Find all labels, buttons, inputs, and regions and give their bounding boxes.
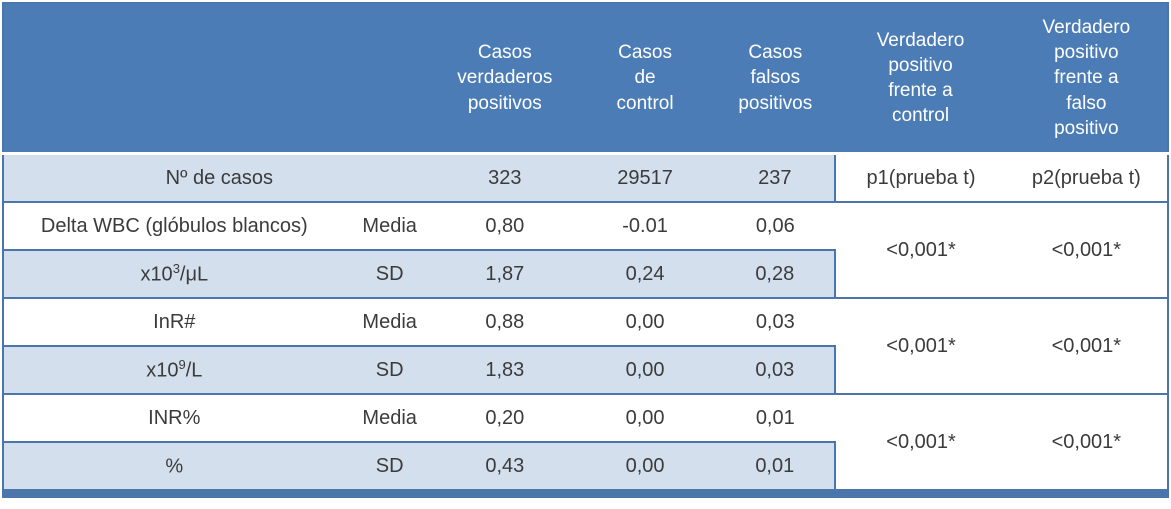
results-table: Casos verdaderos positivos Casos de cont… xyxy=(2,2,1169,498)
table-row-wbc-mean: Delta WBC (glóbulos blancos) Media 0,80 … xyxy=(3,202,1168,299)
inr-pct-mean-false-positives: 0,01 xyxy=(715,394,836,443)
n-cases-p2-label: p2(prueba t) xyxy=(1005,153,1168,203)
inr-num-sd-false-positives: 0,03 xyxy=(715,346,837,395)
inr-pct-sd-true-positives: 0,43 xyxy=(434,442,575,491)
wbc-p2-value: <0,001* xyxy=(1005,202,1168,299)
table-row-n-cases: Nº de casos 323 29517 237 p1(prueba t) p… xyxy=(3,153,1168,203)
inr-num-mean-true-positives: 0,88 xyxy=(434,298,575,347)
unit-suffix: /μL xyxy=(179,263,209,286)
header-cell-p2: Verdadero positivo frente a falso positi… xyxy=(1005,3,1168,155)
inr-num-p2-value: <0,001* xyxy=(1005,298,1168,395)
header-true-positives-label: Casos verdaderos positivos xyxy=(457,42,553,114)
wbc-mean-true-positives: 0,80 xyxy=(434,202,575,251)
header-p1-label: Verdadero positivo frente a control xyxy=(876,29,965,127)
header-cell-controls: Casos de control xyxy=(574,3,716,155)
wbc-mean-stat: Media xyxy=(344,202,435,251)
header-row: Casos verdaderos positivos Casos de cont… xyxy=(3,3,1168,155)
inr-pct-mean-true-positives: 0,20 xyxy=(434,394,575,443)
n-cases-label: Nº de casos xyxy=(3,153,435,203)
inr-pct-label: INR% xyxy=(3,394,345,443)
n-cases-controls: 29517 xyxy=(574,153,716,203)
table-row-inr-num-sd: x109/L SD 1,83 0,00 0,03 xyxy=(3,346,1168,395)
wbc-p1-value: <0,001* xyxy=(835,202,1006,299)
header-p2-label: Verdadero positivo frente a falso positi… xyxy=(1042,17,1131,139)
inr-num-mean-stat: Media xyxy=(344,298,435,347)
wbc-sd-false-positives: 0,28 xyxy=(715,250,837,299)
table-row-inr-pct-mean: INR% Media 0,20 0,00 0,01 <0,001* <0,001… xyxy=(3,394,1168,491)
wbc-mean-controls: -0.01 xyxy=(574,202,716,251)
header-cell-true-positives: Casos verdaderos positivos xyxy=(434,3,575,155)
table-row-inr-num-mean: InR# Media 0,88 0,00 0,03 <0,001* <0,001… xyxy=(3,298,1168,395)
unit-prefix: % xyxy=(165,455,184,478)
wbc-unit-label: x103/μL xyxy=(3,250,345,299)
header-false-positives-label: Casos falsos positivos xyxy=(738,42,813,114)
bottom-accent-bar xyxy=(3,490,1168,497)
bottom-bar-fill xyxy=(3,490,1168,497)
table-row-wbc-sd: x103/μL SD 1,87 0,24 0,28 xyxy=(3,250,1168,299)
unit-exponent: 9 xyxy=(178,357,186,373)
wbc-sd-true-positives: 1,87 xyxy=(434,250,575,299)
inr-pct-unit-label: % xyxy=(3,442,345,491)
inr-pct-p1-value: <0,001* xyxy=(835,394,1006,491)
n-cases-true-positives: 323 xyxy=(434,153,575,203)
inr-pct-mean-controls: 0,00 xyxy=(574,394,716,443)
n-cases-p1-label: p1(prueba t) xyxy=(835,153,1006,203)
inr-num-sd-true-positives: 1,83 xyxy=(434,346,575,395)
unit-suffix: /L xyxy=(185,359,203,382)
inr-pct-sd-stat: SD xyxy=(344,442,435,491)
wbc-mean-false-positives: 0,06 xyxy=(715,202,836,251)
header-controls-label: Casos de control xyxy=(616,42,674,114)
inr-num-label: InR# xyxy=(3,298,345,347)
n-cases-false-positives: 237 xyxy=(715,153,837,203)
inr-num-mean-controls: 0,00 xyxy=(574,298,716,347)
inr-num-sd-stat: SD xyxy=(344,346,435,395)
inr-pct-mean-stat: Media xyxy=(344,394,435,443)
wbc-sd-controls: 0,24 xyxy=(574,250,716,299)
inr-pct-sd-controls: 0,00 xyxy=(574,442,716,491)
unit-prefix: x10 xyxy=(140,263,173,286)
header-cell-blank xyxy=(3,3,435,155)
inr-pct-sd-false-positives: 0,01 xyxy=(715,442,837,491)
header-cell-false-positives: Casos falsos positivos xyxy=(715,3,836,155)
wbc-sd-stat: SD xyxy=(344,250,435,299)
wbc-label: Delta WBC (glóbulos blancos) xyxy=(3,202,345,251)
inr-num-unit-label: x109/L xyxy=(3,346,345,395)
inr-num-mean-false-positives: 0,03 xyxy=(715,298,836,347)
inr-num-sd-controls: 0,00 xyxy=(574,346,716,395)
unit-prefix: x10 xyxy=(146,359,179,382)
unit-exponent: 3 xyxy=(172,261,180,277)
header-cell-p1: Verdadero positivo frente a control xyxy=(835,3,1006,155)
inr-num-p1-value: <0,001* xyxy=(835,298,1006,395)
table-row-inr-pct-sd: % SD 0,43 0,00 0,01 xyxy=(3,442,1168,491)
inr-pct-p2-value: <0,001* xyxy=(1005,394,1168,491)
